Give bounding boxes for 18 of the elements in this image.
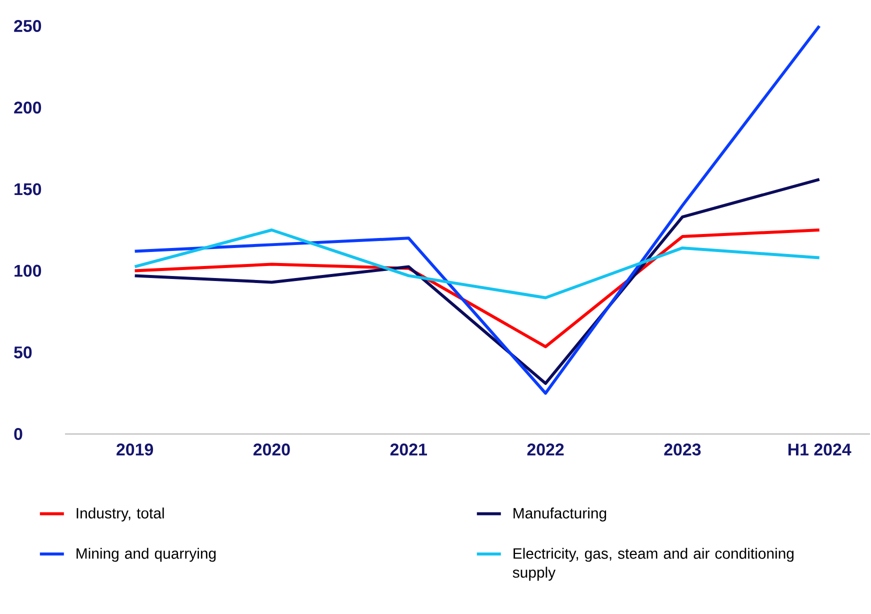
legend-label: Electricity, gas, steam and air conditioning supply xyxy=(512,548,794,581)
legend-label: Manufacturing xyxy=(514,508,606,522)
x-tick-label: 2019 xyxy=(116,444,154,456)
line-series xyxy=(133,24,821,395)
y-tick-label: 250 xyxy=(14,20,42,32)
legend-label: Mining and quarrying xyxy=(76,548,216,562)
x-tick-label: 2023 xyxy=(664,444,701,456)
legend-label: Industry, total xyxy=(76,508,164,522)
x-tick-label: 2022 xyxy=(527,444,564,456)
y-tick-label: 0 xyxy=(14,428,22,440)
y-tick-label: 50 xyxy=(14,346,32,358)
y-tick-label: 200 xyxy=(14,102,42,114)
line-series xyxy=(133,228,821,300)
x-tick-label: 2021 xyxy=(390,444,427,456)
y-tick-label: 100 xyxy=(14,264,42,277)
x-tick-label: H1 2024 xyxy=(788,444,852,456)
y-tick-label: 150 xyxy=(14,183,42,196)
x-tick-label: 2020 xyxy=(253,444,290,456)
